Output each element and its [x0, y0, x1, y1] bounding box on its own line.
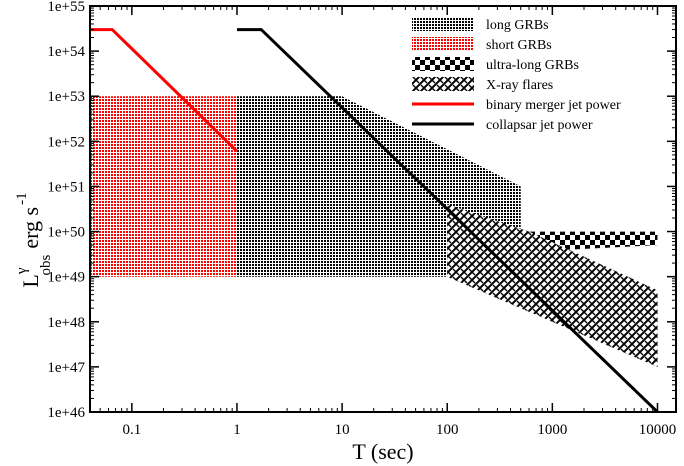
data-lines: [90, 28, 659, 412]
y-tick-label: 1e+47: [47, 360, 85, 376]
y-axis-title: Lγ obs erg s -1: [14, 192, 54, 287]
y-tick-label: 1e+49: [47, 270, 85, 286]
x-tick-label: 0.1: [122, 422, 141, 438]
line-binary-merger-jet-power: [90, 28, 239, 153]
y-tick-label: 1e+55: [47, 0, 85, 15]
y-axis-title-unit-exponent: -1: [14, 192, 30, 205]
legend-label-long-grbs: long GRBs: [486, 18, 549, 33]
y-tick-label: 1e+51: [47, 179, 85, 195]
y-tick-label: 1e+52: [47, 134, 85, 150]
x-tick-label: 10000: [639, 422, 677, 438]
legend-label-binary-merger-jet-power: binary merger jet power: [486, 98, 621, 113]
y-tick-label: 1e+50: [47, 225, 85, 241]
legend-label-collapsar-jet-power: collapsar jet power: [486, 118, 593, 133]
region-short-grbs: [90, 96, 237, 277]
x-axis-title: T (sec): [352, 439, 413, 464]
region-x-ray-flares: [447, 204, 658, 367]
legend-swatch-ultra-long-grbs: [412, 57, 474, 71]
legend: long GRBs short GRBs ultra-long GRBs X-ray …: [412, 17, 621, 133]
line-collapsar-jet-power: [237, 28, 659, 412]
y-tick-label: 1e+48: [47, 315, 85, 331]
y-axis-title-base: L: [18, 274, 43, 287]
x-tick-label: 1: [233, 422, 241, 438]
legend-label-ultra-long-grbs: ultra-long GRBs: [486, 58, 579, 73]
legend-swatch-x-ray-flares: [412, 77, 474, 91]
y-tick-label: 1e+53: [47, 89, 85, 105]
plot-frame: [89, 5, 677, 413]
legend-swatch-short-grbs: [412, 37, 474, 51]
legend-label-x-ray-flares: X-ray flares: [486, 78, 553, 93]
y-axis-title-superscript: γ: [14, 267, 30, 275]
x-tick-label: 1000: [537, 422, 567, 438]
y-axis-ticks: 1e+46 1e+47 1e+48 1e+49 1e+50 1e+51 1e+52 1e+53…: [47, 0, 676, 421]
x-axis-ticks: 0.1 1 10 100 1000 10000: [89, 6, 677, 438]
y-axis-title-subscript: obs: [38, 255, 54, 276]
legend-label-short-grbs: short GRBs: [486, 38, 552, 53]
y-tick-label: 1e+54: [47, 44, 85, 60]
data-regions: [90, 96, 658, 367]
x-tick-label: 100: [436, 422, 459, 438]
y-tick-label: 1e+46: [47, 405, 85, 421]
y-axis-title-unit: erg s: [18, 207, 43, 249]
legend-swatch-long-grbs: [412, 17, 474, 31]
x-tick-label: 10: [335, 422, 350, 438]
